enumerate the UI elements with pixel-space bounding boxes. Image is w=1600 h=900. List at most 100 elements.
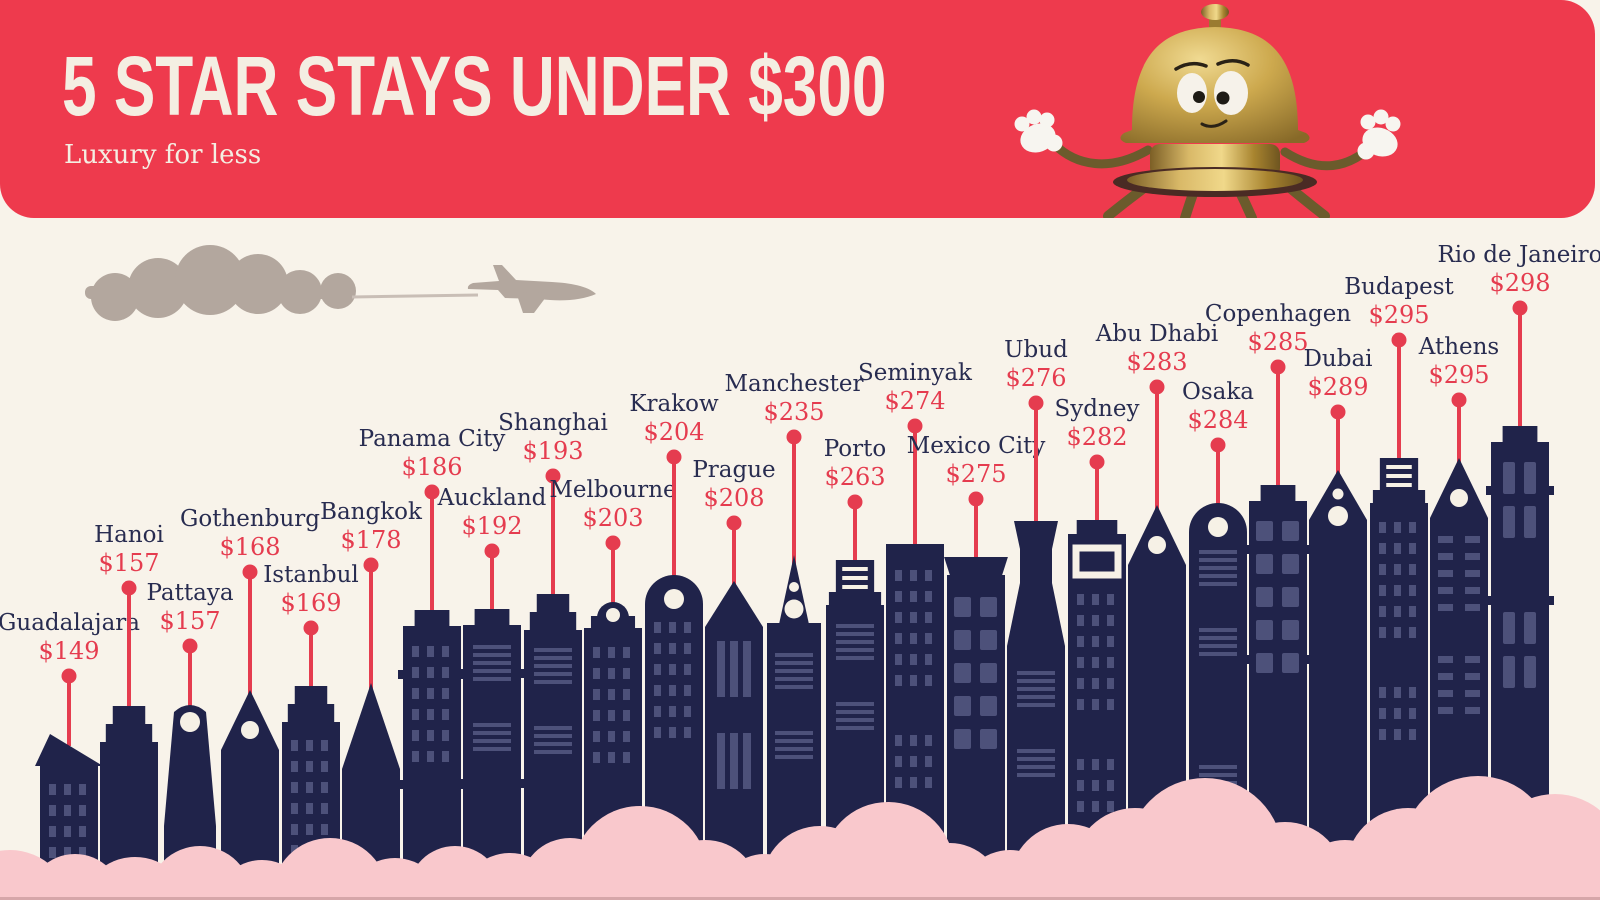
price-label: $298 [1489, 269, 1550, 297]
pin-seminyak: Seminyak$274 [858, 360, 973, 556]
city-label: Istanbul [263, 562, 359, 588]
city-label: Sydney [1055, 396, 1140, 422]
pin-dot [726, 515, 742, 531]
city-label: Seminyak [858, 360, 973, 386]
pin-mexico-city: Mexico City$275 [907, 433, 1046, 569]
pin-istanbul: Istanbul$169 [263, 562, 359, 698]
building-prague [705, 581, 763, 900]
city-label: Bangkok [320, 499, 423, 525]
pin-prague: Prague$208 [692, 457, 776, 593]
pin-dot [968, 491, 984, 507]
pin-panama-city: Panama City$186 [359, 426, 506, 622]
mascot-glove-left [1014, 109, 1063, 153]
price-label: $208 [703, 484, 764, 512]
pin-porto: Porto$263 [824, 436, 886, 572]
city-label: Mexico City [907, 433, 1046, 459]
price-label: $204 [643, 418, 704, 446]
pin-dot [847, 494, 863, 510]
pin-dot [786, 429, 802, 445]
page-title-wrap: 5 STAR STAYS UNDER $300 [62, 44, 1176, 128]
city-label: Guadalajara [0, 610, 140, 636]
mascot-face [1174, 59, 1250, 128]
city-label: Gothenburg [180, 506, 320, 532]
price-label: $149 [38, 637, 99, 665]
price-label: $289 [1307, 373, 1368, 401]
bell-knob [1201, 4, 1229, 30]
city-label: Athens [1418, 334, 1500, 360]
bell-dome [1120, 27, 1310, 143]
city-label: Krakow [629, 391, 719, 417]
pin-dot [1210, 437, 1226, 453]
city-label: Shanghai [498, 410, 608, 436]
price-label: $192 [461, 512, 522, 540]
pin-guadalajara: Guadalajara$149 [0, 610, 140, 746]
pin-dot [424, 484, 440, 500]
city-label: Osaka [1182, 379, 1254, 405]
pin-dot [666, 449, 682, 465]
pin-shanghai: Shanghai$193 [498, 410, 608, 606]
pin-bangkok: Bangkok$178 [320, 499, 423, 695]
pin-rio-de-janeiro: Rio de Janeiro$298 [1437, 242, 1600, 438]
price-label: $157 [159, 607, 220, 635]
price-label: $285 [1247, 328, 1308, 356]
page-subtitle: Luxury for less [64, 140, 262, 170]
city-label: Dubai [1303, 346, 1372, 372]
city-label: Abu Dhabi [1095, 321, 1219, 347]
pin-krakow: Krakow$204 [629, 391, 719, 587]
building-gothenburg [221, 690, 279, 900]
pin-dot [1089, 454, 1105, 470]
pin-abu-dhabi: Abu Dhabi$283 [1095, 321, 1219, 517]
price-label: $235 [763, 398, 824, 426]
pin-auckland: Auckland$192 [437, 485, 547, 621]
pin-budapest: Budapest$295 [1344, 274, 1455, 470]
pin-dot [1512, 300, 1528, 316]
price-label: $274 [884, 387, 945, 415]
bell-base [1127, 169, 1303, 191]
pin-manchester: Manchester$235 [724, 371, 864, 567]
building-mexico-city [944, 557, 1008, 900]
city-label: Panama City [359, 426, 506, 452]
pin-dot [182, 638, 198, 654]
city-label: Prague [692, 457, 775, 483]
contrail-line [351, 293, 479, 299]
pin-dot [303, 620, 319, 636]
pin-melbourne: Melbourne$203 [549, 477, 677, 613]
bell-mascot [1014, 4, 1401, 218]
pin-dot [363, 557, 379, 573]
pin-dot [1028, 395, 1044, 411]
pin-dot [1270, 359, 1286, 375]
mascot-pupil-right [1216, 91, 1230, 105]
pin-dot [121, 580, 137, 596]
mascot-glove-right [1357, 109, 1401, 160]
pin-dot [242, 564, 258, 580]
bottom-edge-line [0, 897, 1600, 900]
mascot-pupil-left [1193, 91, 1205, 103]
pin-ubud: Ubud$276 [1004, 337, 1068, 533]
price-label: $193 [522, 437, 583, 465]
city-label: Auckland [437, 485, 547, 511]
pin-sydney: Sydney$282 [1055, 396, 1140, 532]
price-label: $282 [1066, 423, 1127, 451]
pin-dot [1451, 392, 1467, 408]
price-label: $186 [401, 453, 462, 481]
plane-icon [467, 265, 596, 301]
pin-osaka: Osaka$284 [1182, 379, 1254, 515]
pin-dot [605, 535, 621, 551]
city-label: Ubud [1004, 337, 1068, 363]
pin-dot [1391, 332, 1407, 348]
pin-dot [545, 468, 561, 484]
pin-copenhagen: Copenhagen$285 [1205, 301, 1351, 497]
city-label: Melbourne [549, 477, 676, 503]
price-label: $276 [1005, 364, 1066, 392]
price-label: $275 [945, 460, 1006, 488]
price-label: $284 [1187, 406, 1248, 434]
city-label: Pattaya [146, 580, 233, 606]
price-label: $295 [1428, 361, 1489, 389]
price-label: $168 [219, 533, 280, 561]
page-title: 5 STAR STAYS UNDER $300 [62, 39, 887, 133]
price-label: $203 [582, 504, 643, 532]
pin-athens: Athens$295 [1418, 334, 1500, 470]
pin-gothenburg: Gothenburg$168 [180, 506, 320, 702]
mascot-smile [1200, 119, 1228, 128]
